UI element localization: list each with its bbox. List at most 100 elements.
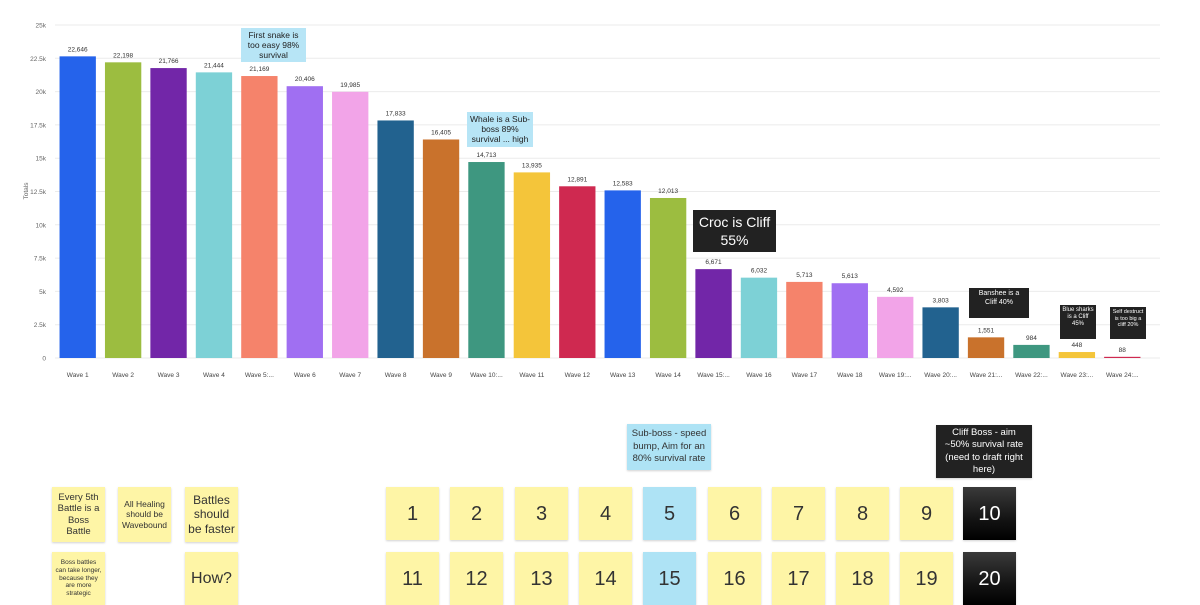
note-healing-wavebound[interactable]: All Healing should be Wavebound bbox=[118, 487, 171, 542]
x-tick-label: Wave 13 bbox=[610, 372, 636, 379]
bar-value-label: 12,891 bbox=[567, 176, 587, 183]
bar bbox=[559, 186, 596, 358]
y-axis-label: Totals bbox=[23, 182, 30, 200]
bar bbox=[422, 139, 460, 358]
wave-sticky-8[interactable]: 8 bbox=[836, 487, 889, 540]
x-axis-category-labels: Wave 1 Wave 2 Wave 3 Wave 4 Wave 5:... Wave 6… bbox=[67, 372, 1139, 379]
wave-sticky-6[interactable]: 6 bbox=[708, 487, 761, 540]
bar bbox=[377, 120, 414, 358]
annotation-whale: Whale is a Sub-boss 89% survival ... hig… bbox=[467, 112, 533, 147]
x-tick-label: Wave 1 bbox=[67, 372, 89, 379]
bar bbox=[59, 56, 96, 358]
bar-value-label: 21,766 bbox=[159, 58, 179, 65]
annotation-self-destruct: Self destruct is too big a cliff 20% bbox=[1110, 307, 1146, 339]
x-tick-label: Wave 2 bbox=[112, 372, 134, 379]
bar-value-label: 17,833 bbox=[386, 110, 406, 117]
bar bbox=[604, 190, 641, 358]
x-tick-label: Wave 5:... bbox=[245, 372, 274, 379]
bar bbox=[513, 172, 551, 358]
bar-value-label: 4,592 bbox=[887, 287, 904, 294]
y-tick-label: 0 bbox=[42, 356, 46, 363]
y-axis-tick-labels: 0 2.5k 5k 7.5k 10k 12.5k 15k 17.5k 20k 22.5k 25k bbox=[30, 23, 47, 363]
wave-sticky-15[interactable]: 15 bbox=[643, 552, 696, 605]
wave-sticky-1[interactable]: 1 bbox=[386, 487, 439, 540]
bar bbox=[649, 197, 687, 358]
bar bbox=[1013, 344, 1050, 358]
bar-value-label: 21,444 bbox=[204, 62, 224, 69]
note-every-5th-battle[interactable]: Every 5th Battle is a Boss Battle bbox=[52, 487, 105, 542]
x-tick-label: Wave 18 bbox=[837, 372, 863, 379]
wave-sticky-2[interactable]: 2 bbox=[450, 487, 503, 540]
bar-value-label: 20,406 bbox=[295, 76, 315, 83]
x-tick-label: Wave 21:... bbox=[970, 372, 1003, 379]
x-tick-label: Wave 24:... bbox=[1106, 372, 1139, 379]
bar-value-label: 984 bbox=[1026, 335, 1037, 342]
y-tick-label: 7.5k bbox=[34, 256, 47, 263]
bar-value-label: 5,713 bbox=[796, 272, 813, 279]
x-tick-label: Wave 12 bbox=[565, 372, 591, 379]
bar bbox=[695, 269, 732, 358]
wave-sticky-9[interactable]: 9 bbox=[900, 487, 953, 540]
bar-value-label: 19,985 bbox=[340, 82, 360, 89]
wave-sticky-14[interactable]: 14 bbox=[579, 552, 632, 605]
wave-sticky-5[interactable]: 5 bbox=[643, 487, 696, 540]
bar bbox=[104, 62, 142, 359]
bar-value-label: 5,613 bbox=[842, 273, 859, 280]
callout-cliff-boss[interactable]: Cliff Boss - aim ~50% survival rate (nee… bbox=[936, 425, 1032, 478]
chart-bars bbox=[59, 56, 1141, 359]
wave-sticky-11[interactable]: 11 bbox=[386, 552, 439, 605]
bar-value-label: 3,803 bbox=[932, 297, 949, 304]
note-how[interactable]: How? bbox=[185, 552, 238, 605]
wave-sticky-16[interactable]: 16 bbox=[708, 552, 761, 605]
x-tick-label: Wave 20:... bbox=[924, 372, 957, 379]
bar bbox=[195, 72, 233, 359]
bar bbox=[286, 86, 323, 358]
wave-sticky-13[interactable]: 13 bbox=[515, 552, 568, 605]
survival-bar-chart: 0 2.5k 5k 7.5k 10k 12.5k 15k 17.5k 20k 22.5k 25k T… bbox=[23, 23, 1160, 379]
y-tick-label: 5k bbox=[39, 289, 47, 296]
x-tick-label: Wave 6 bbox=[294, 372, 316, 379]
bar-value-label: 448 bbox=[1071, 342, 1082, 349]
note-boss-battles-longer[interactable]: Boss battles can take longer, because th… bbox=[52, 552, 105, 605]
bar-value-label: 1,551 bbox=[978, 327, 995, 334]
y-tick-label: 17.5k bbox=[30, 122, 47, 129]
bar bbox=[831, 283, 868, 358]
bar-value-label: 21,169 bbox=[249, 66, 269, 73]
y-tick-label: 20k bbox=[36, 89, 47, 96]
bar bbox=[786, 281, 823, 358]
bar bbox=[332, 91, 369, 358]
x-tick-label: Wave 7 bbox=[339, 372, 361, 379]
bar-value-label: 13,935 bbox=[522, 162, 542, 169]
x-tick-label: Wave 19:... bbox=[879, 372, 912, 379]
bar-value-labels: 22,646 22,198 21,766 21,444 21,169 20,406 19,9… bbox=[68, 46, 1127, 353]
bar-value-label: 22,646 bbox=[68, 46, 88, 53]
bar bbox=[877, 296, 914, 358]
note-battles-faster[interactable]: Battles should be faster bbox=[185, 487, 238, 542]
annotation-banshee: Banshee is a Cliff 40% bbox=[969, 288, 1029, 318]
x-tick-label: Wave 4 bbox=[203, 372, 225, 379]
x-tick-label: Wave 14 bbox=[655, 372, 681, 379]
y-tick-label: 12.5k bbox=[30, 189, 47, 196]
bar bbox=[468, 162, 505, 358]
callout-sub-boss[interactable]: Sub-boss - speed bump, Aim for an 80% su… bbox=[627, 424, 711, 470]
bar bbox=[1058, 352, 1096, 358]
x-tick-label: Wave 10:... bbox=[470, 372, 503, 379]
y-tick-label: 10k bbox=[36, 222, 47, 229]
bar bbox=[150, 68, 187, 359]
bar-value-label: 88 bbox=[1119, 347, 1127, 354]
bar bbox=[241, 76, 278, 358]
wave-sticky-19[interactable]: 19 bbox=[900, 552, 953, 605]
wave-sticky-10[interactable]: 10 bbox=[963, 487, 1016, 540]
wave-sticky-18[interactable]: 18 bbox=[836, 552, 889, 605]
bar-value-label: 12,013 bbox=[658, 188, 678, 195]
wave-sticky-17[interactable]: 17 bbox=[772, 552, 825, 605]
wave-sticky-7[interactable]: 7 bbox=[772, 487, 825, 540]
wave-sticky-4[interactable]: 4 bbox=[579, 487, 632, 540]
x-tick-label: Wave 3 bbox=[158, 372, 180, 379]
wave-sticky-3[interactable]: 3 bbox=[515, 487, 568, 540]
wave-sticky-20[interactable]: 20 bbox=[963, 552, 1016, 605]
bar-value-label: 14,713 bbox=[477, 152, 497, 159]
wave-sticky-12[interactable]: 12 bbox=[450, 552, 503, 605]
annotation-croc: Croc is Cliff 55% bbox=[693, 210, 776, 252]
y-tick-label: 2.5k bbox=[34, 322, 47, 329]
